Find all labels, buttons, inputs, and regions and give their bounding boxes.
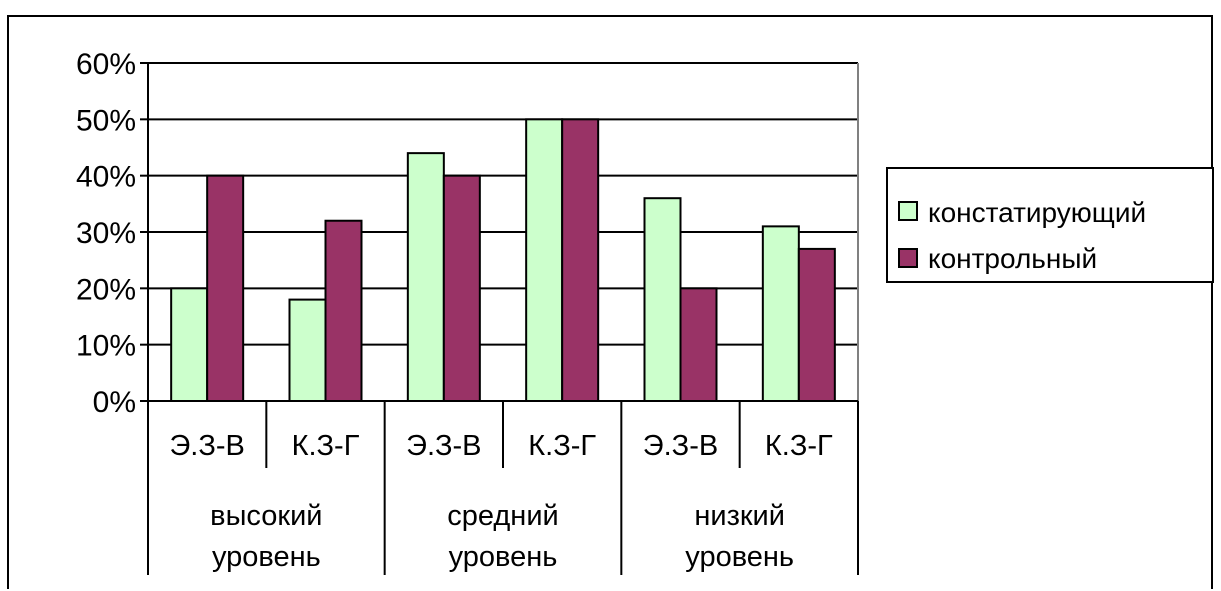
x-group-label-line2: уровень [685, 541, 794, 573]
x-category-label: К.З-Г [528, 430, 596, 462]
y-tick-label: 10% [76, 330, 136, 363]
y-tick-label: 40% [76, 161, 136, 194]
chart-frame [7, 15, 1213, 589]
x-category-labels: Э.З-В К.З-Г Э.З-В К.З-Г Э.З-В К.З-Г [147, 401, 859, 575]
legend-label-series-1: констатирующий [928, 197, 1146, 228]
x-group-label-line1: низкий [694, 500, 785, 532]
x-category-label: К.З-Г [292, 430, 360, 462]
x-group-label-line1: высокий [210, 500, 322, 532]
x-group-label-line1: средний [447, 500, 558, 532]
x-category-label: Э.З-В [643, 430, 718, 462]
bar-kontrolnyy [206, 174, 245, 402]
bar-kontrolnyy [797, 247, 836, 402]
legend-swatch-series-1 [898, 201, 918, 221]
y-tick-label: 60% [76, 48, 136, 81]
x-category-label: Э.З-В [406, 430, 481, 462]
bar-konstatiruyushchiy [170, 287, 209, 403]
gridlines [148, 62, 859, 401]
bar-kontrolnyy [442, 174, 481, 402]
x-group-label-line2: уровень [449, 541, 558, 573]
bar-konstatiruyushchiy [761, 225, 800, 402]
y-tick-label: 30% [76, 217, 136, 250]
bar-konstatiruyushchiy [288, 298, 327, 403]
bar-kontrolnyy [324, 219, 363, 402]
y-tick-labels: 0% 10% 20% 30% 40% 50% 60% [76, 48, 136, 419]
legend-swatch-series-2 [898, 248, 918, 268]
legend-label-series-2: контрольный [928, 243, 1097, 274]
bar-konstatiruyushchiy [643, 197, 682, 402]
legend: констатирующий контрольный [886, 167, 1214, 283]
y-tick-label: 50% [76, 104, 136, 137]
bar-konstatiruyushchiy [406, 152, 445, 402]
bar-kontrolnyy [679, 287, 718, 403]
y-tick-label: 0% [93, 386, 136, 419]
x-category-label: Э.З-В [169, 430, 244, 462]
bars [170, 118, 836, 403]
bar-konstatiruyushchiy [525, 118, 564, 402]
x-group-labels: высокий уровень средний уровень низкий уровен… [210, 500, 794, 573]
legend-box [886, 167, 1214, 283]
x-category-label: К.З-Г [765, 430, 833, 462]
x-group-label-line2: уровень [212, 541, 321, 573]
y-tick-label: 20% [76, 273, 136, 306]
bar-kontrolnyy [561, 118, 600, 402]
